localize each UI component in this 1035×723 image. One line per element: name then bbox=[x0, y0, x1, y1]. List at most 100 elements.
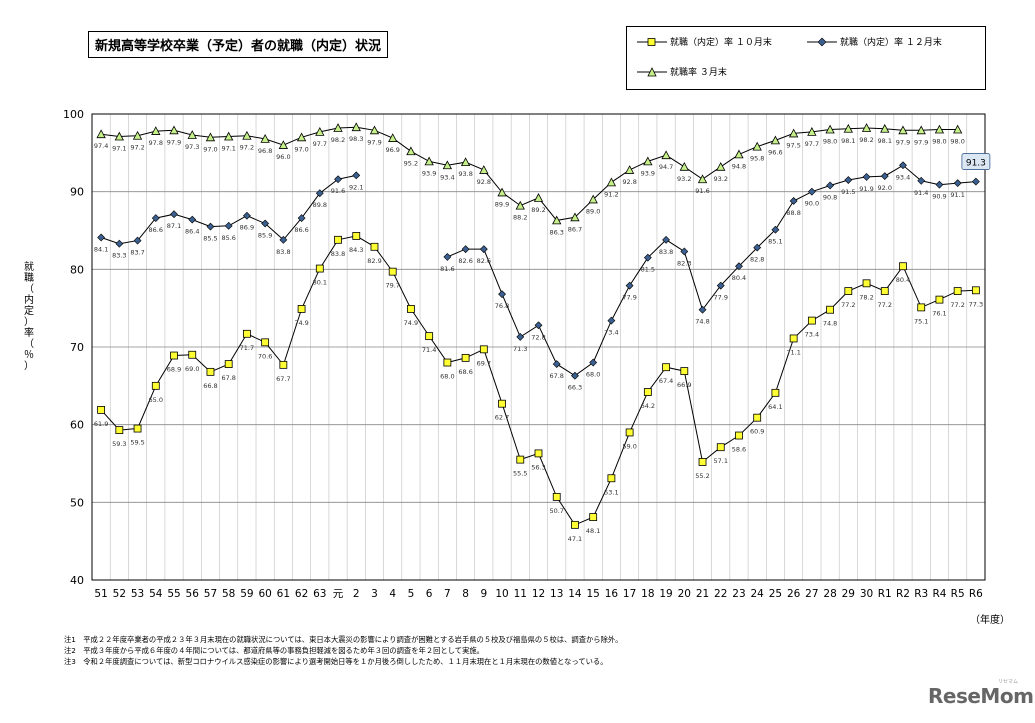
data-label: 95.2 bbox=[404, 159, 418, 167]
data-point-triangle bbox=[770, 135, 781, 145]
x-tick-label: 7 bbox=[444, 588, 451, 600]
data-label: 97.1 bbox=[221, 145, 235, 153]
data-point-diamond bbox=[188, 215, 197, 224]
data-label: 50.7 bbox=[549, 507, 563, 515]
data-label: 98.1 bbox=[841, 137, 855, 145]
data-point-triangle bbox=[734, 149, 744, 159]
data-point-triangle bbox=[460, 157, 471, 167]
data-point-triangle bbox=[588, 194, 598, 204]
series-line bbox=[447, 164, 976, 377]
data-point-triangle bbox=[187, 130, 197, 139]
series-line bbox=[101, 126, 958, 221]
data-label: 67.7 bbox=[276, 375, 290, 383]
x-tick-label: 21 bbox=[696, 588, 709, 600]
x-tick-label: 17 bbox=[623, 588, 636, 600]
data-label: 79.7 bbox=[385, 282, 399, 290]
y-axis-title-char: （ bbox=[24, 339, 34, 350]
data-label: 47.1 bbox=[568, 535, 582, 543]
data-point-triangle bbox=[843, 123, 853, 133]
x-tick-label: 60 bbox=[258, 588, 271, 600]
footnotes: 注1 平成２２年度卒業者の平成２３年３月末現在の就職状況については、東日本大震災… bbox=[64, 634, 622, 667]
x-tick-label: 28 bbox=[823, 588, 836, 600]
data-point-triangle bbox=[388, 133, 398, 142]
data-point-triangle bbox=[296, 132, 307, 142]
data-point-square bbox=[899, 262, 907, 271]
data-point-triangle bbox=[533, 193, 544, 202]
data-label: 82.8 bbox=[750, 256, 764, 264]
data-label: 98.2 bbox=[331, 136, 345, 144]
data-point-triangle bbox=[351, 122, 361, 132]
x-tick-label: R1 bbox=[878, 588, 892, 600]
data-label: 82.9 bbox=[367, 257, 381, 265]
data-label: 74.8 bbox=[695, 318, 709, 326]
data-label: 86.6 bbox=[294, 226, 308, 234]
data-point-diamond bbox=[698, 305, 707, 314]
y-tick-label: 50 bbox=[70, 496, 84, 509]
x-tick-label: 26 bbox=[787, 588, 801, 600]
data-point-diamond bbox=[735, 262, 743, 271]
data-label: 59.5 bbox=[130, 439, 144, 447]
data-label: 82.6 bbox=[477, 257, 491, 265]
data-point-diamond bbox=[880, 172, 889, 181]
data-point-diamond bbox=[461, 245, 470, 254]
data-point-square bbox=[607, 474, 616, 483]
footnote-3: 注3 令和２年度調査については、新型コロナウイルス感染症の影響により選考開始日等… bbox=[64, 657, 608, 666]
data-label: 89.0 bbox=[586, 207, 600, 215]
legend-label-dec: 就職（内定）率 １２月末 bbox=[840, 38, 942, 48]
data-point-diamond bbox=[662, 235, 670, 244]
data-point-triangle bbox=[788, 128, 799, 138]
y-axis-title-char: ） bbox=[24, 317, 34, 328]
data-label: 67.4 bbox=[659, 377, 673, 385]
y-tick-label: 100 bbox=[63, 108, 84, 121]
data-label: 75.1 bbox=[914, 317, 928, 325]
x-tick-label: 22 bbox=[714, 588, 727, 600]
data-label: 94.8 bbox=[732, 162, 746, 170]
x-tick-label: 元 bbox=[333, 588, 344, 600]
data-point-diamond bbox=[680, 247, 689, 256]
data-point-square bbox=[115, 426, 124, 435]
x-tick-label: R5 bbox=[951, 588, 965, 600]
x-tick-label: 58 bbox=[222, 588, 235, 600]
data-label: 96.6 bbox=[768, 148, 782, 156]
y-axis-title-char: ） bbox=[24, 361, 34, 372]
square-marker-icon bbox=[637, 37, 667, 46]
data-point-square bbox=[971, 286, 980, 295]
data-label: 92.1 bbox=[349, 183, 363, 191]
data-label: 88.8 bbox=[786, 209, 800, 217]
data-point-triangle bbox=[716, 161, 726, 171]
data-label: 67.8 bbox=[549, 372, 563, 380]
data-point-square bbox=[407, 305, 415, 313]
footnote-2: 注2 平成３年度から平成６年度の４年間については、都道府県等の事務負担軽減を図る… bbox=[64, 646, 484, 655]
data-point-square bbox=[498, 399, 506, 408]
x-tick-label: R3 bbox=[914, 588, 928, 600]
data-label: 60.9 bbox=[750, 428, 764, 436]
data-point-square bbox=[680, 367, 689, 375]
data-label: 73.4 bbox=[604, 329, 618, 337]
y-axis-title-char: 率 bbox=[24, 328, 34, 339]
data-label: 97.9 bbox=[167, 138, 181, 146]
data-point-triangle bbox=[114, 131, 125, 141]
x-tick-label: 63 bbox=[313, 588, 326, 600]
data-label: 59.3 bbox=[112, 440, 126, 448]
data-point-triangle bbox=[333, 123, 343, 132]
data-label: 93.9 bbox=[422, 169, 436, 177]
data-label: 98.0 bbox=[823, 138, 837, 146]
x-tick-label: 23 bbox=[732, 588, 745, 600]
data-label: 93.9 bbox=[641, 169, 655, 177]
data-point-diamond bbox=[279, 235, 288, 244]
x-tick-label: 11 bbox=[514, 588, 527, 600]
x-tick-label: 12 bbox=[532, 588, 545, 600]
data-label: 91.6 bbox=[331, 187, 345, 195]
data-label: 97.8 bbox=[149, 139, 163, 147]
data-label: 71.4 bbox=[422, 346, 436, 354]
data-point-triangle bbox=[479, 165, 489, 174]
data-point-square bbox=[789, 334, 798, 343]
x-tick-label: 5 bbox=[408, 588, 415, 600]
data-label: 98.2 bbox=[859, 136, 873, 144]
data-point-square bbox=[97, 406, 106, 414]
data-point-square bbox=[243, 329, 251, 338]
data-label: 85.6 bbox=[221, 234, 235, 242]
data-point-square bbox=[589, 513, 598, 521]
data-point-triangle bbox=[96, 129, 106, 139]
data-point-square bbox=[643, 388, 652, 396]
